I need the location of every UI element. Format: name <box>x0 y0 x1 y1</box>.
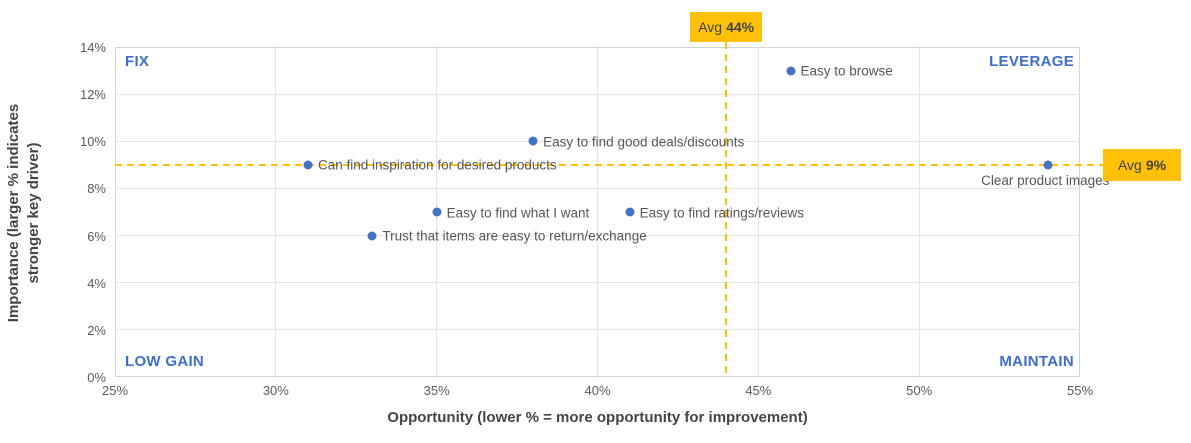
data-point-label: Easy to browse <box>800 63 893 79</box>
data-point-label: Easy to find good deals/discounts <box>543 134 745 150</box>
data-point <box>528 136 538 146</box>
data-point-label: Easy to find ratings/reviews <box>639 205 804 220</box>
y-gridline <box>115 329 1080 331</box>
x-tick-label: 40% <box>584 383 611 398</box>
y-tick-label: 4% <box>87 275 106 291</box>
avg-importance-badge-value: 9% <box>1145 156 1167 173</box>
y-tick-label: 6% <box>87 228 106 244</box>
x-tick-label: 30% <box>262 383 289 398</box>
y-gridline <box>115 93 1080 95</box>
x-tick-label: 25% <box>101 383 129 398</box>
avg-importance-line <box>115 163 1103 166</box>
avg-opportunity-badge-value: 44% <box>726 19 755 35</box>
quadrant-label-leverage: LEVERAGE <box>989 53 1074 70</box>
y-tick-label: 14% <box>79 40 106 55</box>
y-gridline <box>115 235 1080 237</box>
data-point <box>786 66 795 76</box>
x-gridline <box>918 47 920 377</box>
data-point-label: Clear product images <box>981 172 1110 188</box>
x-tick-label: 50% <box>906 383 933 398</box>
data-point <box>303 160 313 170</box>
y-tick-label: 12% <box>79 87 106 103</box>
data-point-label: Trust that items are easy to return/exch… <box>382 228 647 244</box>
y-tick-label: 2% <box>87 322 106 338</box>
quadrant-label-maintain: MAINTAIN <box>999 353 1074 370</box>
x-gridline <box>275 47 277 377</box>
x-tick-label: 45% <box>745 383 772 398</box>
y-gridline <box>115 140 1080 142</box>
data-point <box>367 231 377 241</box>
avg-importance-badge-prefix: Avg <box>1117 156 1142 173</box>
y-tick-label: 10% <box>79 134 106 150</box>
data-point-label: Can find inspiration for desired product… <box>318 157 557 173</box>
data-point <box>1043 160 1053 170</box>
x-tick-label: 35% <box>423 383 450 398</box>
y-gridline <box>115 187 1080 189</box>
quadrant-label-fix: FIX <box>125 53 150 70</box>
x-tick-label: 55% <box>1066 383 1094 398</box>
avg-opportunity-badge: Avg 44% <box>690 12 763 42</box>
avg-opportunity-badge-prefix: Avg <box>698 19 723 35</box>
data-point <box>432 207 442 217</box>
quadrant-label-low-gain: LOW GAIN <box>125 353 205 370</box>
y-axis-title: Importance (larger % indicates stronger … <box>4 103 42 323</box>
y-tick-label: 0% <box>87 370 106 385</box>
x-gridline <box>597 47 598 377</box>
y-tick-label: 8% <box>87 181 106 197</box>
x-gridline <box>757 47 759 377</box>
avg-opportunity-line <box>725 42 728 377</box>
data-point-label: Easy to find what I want <box>446 205 590 220</box>
y-gridline <box>115 282 1080 284</box>
x-axis-title: Opportunity (lower % = more opportunity … <box>387 409 808 426</box>
avg-importance-badge: Avg 9% <box>1103 148 1181 181</box>
data-point <box>625 207 635 217</box>
